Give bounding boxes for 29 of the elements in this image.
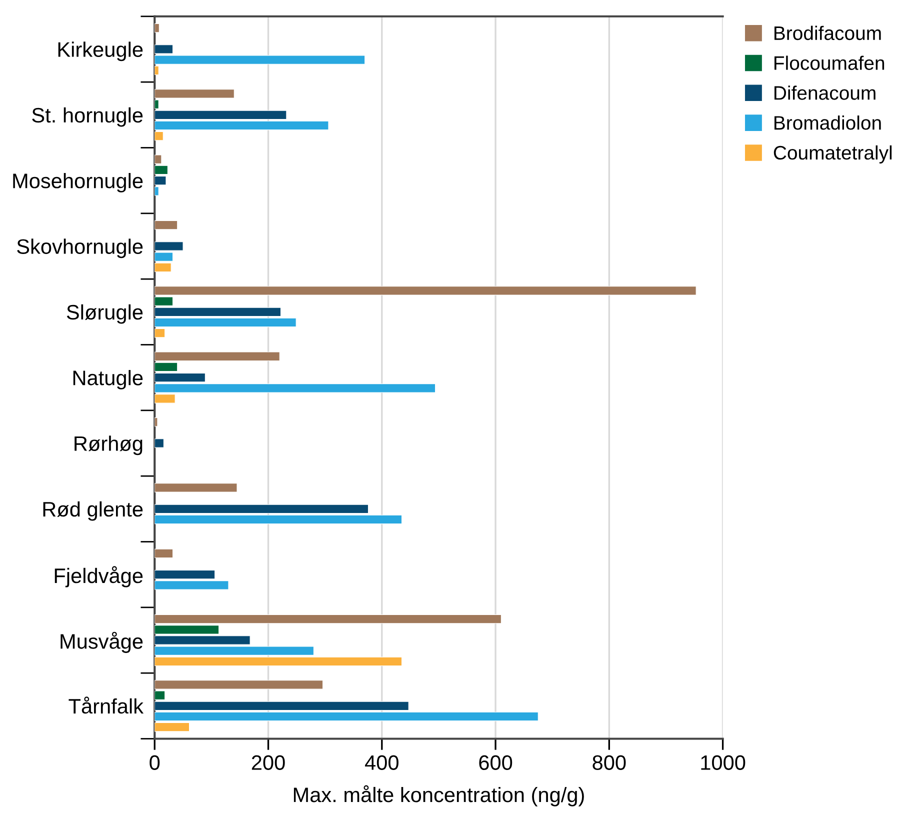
x-tick-label: 1000 <box>701 755 746 770</box>
y-tick-label: Rød glente <box>43 501 143 521</box>
x-axis-title: Max. målte koncentration (ng/g) <box>294 785 584 806</box>
y-tick-label: Slørugle <box>66 304 143 324</box>
y-tick-label: Rørhøg <box>74 436 142 456</box>
x-tick-label: 600 <box>479 755 512 770</box>
bar <box>154 483 238 492</box>
y-tick-label: Tårnfalk <box>68 696 144 714</box>
y-tick-label: Skovhornugle <box>17 238 143 258</box>
y-tick-label: Kirkeugle <box>58 42 143 62</box>
legend-label: Bromadiolon <box>774 115 881 130</box>
bar <box>154 23 160 33</box>
bar <box>154 220 178 230</box>
legend-label: Brodifacoum <box>774 26 881 40</box>
bar <box>154 438 164 448</box>
x-tick-label: 800 <box>592 755 626 770</box>
bar <box>154 548 174 558</box>
x-tick-label: 400 <box>364 755 398 770</box>
y-tick-label: St. hornugle <box>32 107 143 127</box>
legend-label: Difenacoum <box>774 86 876 100</box>
legend-label: Coumatetralyl <box>774 145 892 164</box>
x-tick-label: 200 <box>252 755 285 770</box>
y-tick-label: Fjeldvåge <box>54 566 143 588</box>
legend-label: Flocoumafen <box>774 56 884 70</box>
y-tick-label: Musvåge <box>60 632 143 653</box>
y-tick-label: Mosehornugle <box>13 173 143 192</box>
x-tick-label: 0 <box>150 755 160 770</box>
bar <box>154 417 158 427</box>
y-tick-label: Natugle <box>73 370 143 390</box>
